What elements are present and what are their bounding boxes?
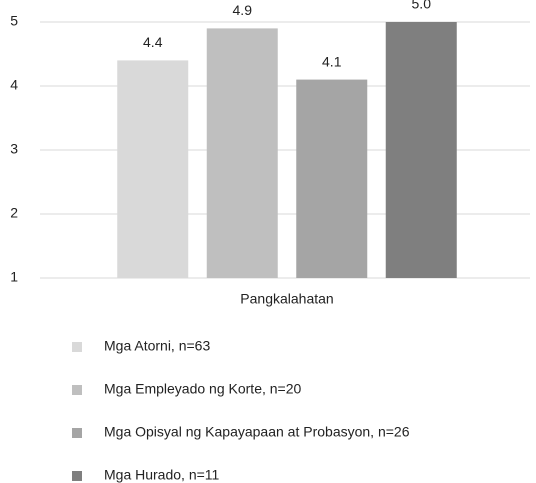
- y-tick-label: 3: [10, 141, 18, 157]
- legend-swatch: [72, 385, 82, 395]
- legend-swatch: [72, 471, 82, 481]
- data-label: 4.9: [233, 2, 253, 18]
- data-label: 4.1: [322, 53, 342, 69]
- legend-label: Mga Opisyal ng Kapayapaan at Probasyon, …: [104, 424, 410, 440]
- bar: [296, 79, 368, 278]
- legend-swatch: [72, 428, 82, 438]
- legend-label: Mga Hurado, n=11: [104, 467, 220, 483]
- data-label: 5.0: [412, 0, 432, 12]
- x-tick-label: Pangkalahatan: [240, 291, 333, 307]
- data-label: 4.4: [143, 34, 163, 50]
- bar: [385, 22, 457, 278]
- bar: [206, 28, 278, 279]
- legend-swatch: [72, 342, 82, 352]
- bar: [117, 60, 189, 279]
- y-tick-label: 4: [10, 77, 18, 93]
- legend-label: Mga Empleyado ng Korte, n=20: [104, 381, 302, 397]
- y-tick-label: 2: [10, 205, 18, 221]
- legend-label: Mga Atorni, n=63: [104, 338, 210, 354]
- y-tick-label: 5: [10, 13, 18, 29]
- y-tick-label: 1: [10, 269, 18, 285]
